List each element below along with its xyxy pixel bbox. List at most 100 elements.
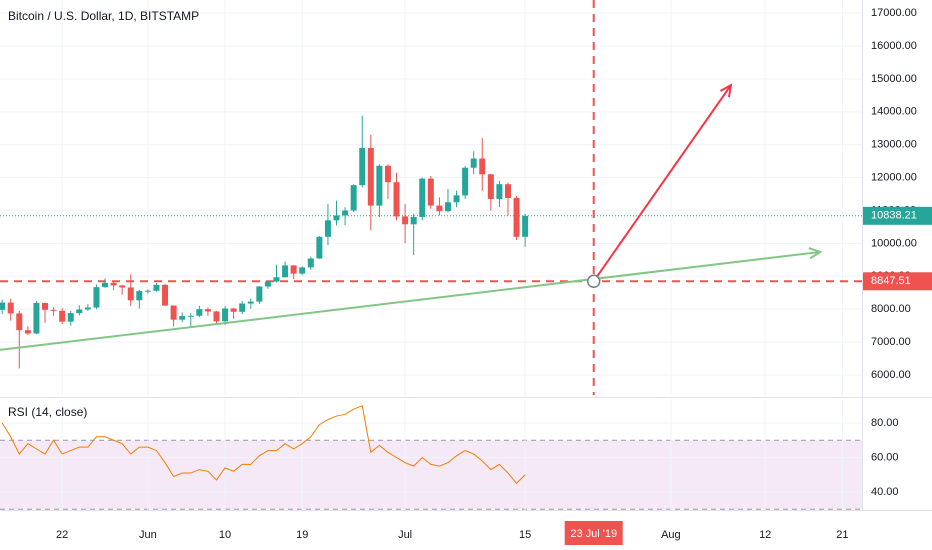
candle-body xyxy=(264,281,271,287)
candle-body xyxy=(402,216,409,225)
level-price-label: 8847.51 xyxy=(871,275,911,287)
candle-body xyxy=(179,316,186,320)
y-tick-label: 15000.00 xyxy=(871,73,917,85)
candle-body xyxy=(376,165,383,206)
candle-body xyxy=(444,202,451,212)
x-tick-label: Jun xyxy=(139,529,157,541)
rsi-line xyxy=(1,405,526,485)
candle-body xyxy=(410,217,417,225)
candle-body xyxy=(453,195,460,203)
candle-body xyxy=(419,178,426,218)
x-tick-label: 22 xyxy=(56,529,68,541)
y-tick-label: 60.00 xyxy=(871,451,899,463)
y-tick-label: 12000.00 xyxy=(871,172,917,184)
candle-body xyxy=(522,215,529,237)
candle-body xyxy=(427,178,434,206)
candle-body xyxy=(239,303,246,312)
candle-body xyxy=(479,158,486,175)
candle-body xyxy=(504,184,511,198)
candle-body xyxy=(350,185,357,211)
y-tick-label: 8000.00 xyxy=(871,303,911,315)
x-tick-label: 19 xyxy=(296,529,308,541)
candle-body xyxy=(307,258,314,268)
candle-body xyxy=(16,313,23,331)
candle-body xyxy=(470,158,477,168)
candle-body xyxy=(247,301,254,304)
candle-body xyxy=(393,182,400,217)
candle-body xyxy=(230,308,237,312)
candle-body xyxy=(299,267,306,274)
candle-body xyxy=(84,307,91,310)
candle-body xyxy=(316,236,323,259)
candle-body xyxy=(256,286,263,302)
candle-body xyxy=(136,291,143,301)
candle-body xyxy=(282,265,289,278)
candle-body xyxy=(7,302,14,314)
arrow-head xyxy=(808,247,823,260)
candle-body xyxy=(187,315,194,317)
anchor-point xyxy=(586,274,601,289)
candle-body xyxy=(42,302,49,310)
level-price-box xyxy=(863,272,932,291)
candle-body xyxy=(0,302,6,310)
rsi-band xyxy=(0,440,862,510)
candle-body xyxy=(342,210,349,216)
candle-body xyxy=(496,184,503,199)
candle-body xyxy=(462,167,469,196)
chart-title: Bitcoin / U.S. Dollar, 1D, BITSTAMP xyxy=(8,9,199,23)
y-tick-label: 17000.00 xyxy=(871,7,917,19)
candle-body xyxy=(153,284,160,291)
last-price-label: 10838.21 xyxy=(871,210,917,222)
arrow-head xyxy=(719,83,733,98)
candle-body xyxy=(102,282,109,288)
candle-body xyxy=(324,220,331,237)
candle-body xyxy=(359,148,366,186)
x-tick-label: 12 xyxy=(759,529,771,541)
candle-body xyxy=(204,309,211,312)
candle-body xyxy=(213,311,220,322)
candle-body xyxy=(67,313,74,322)
x-tick-label: Aug xyxy=(661,529,681,541)
candle-body xyxy=(170,305,177,320)
y-tick-label: 6000.00 xyxy=(871,369,911,381)
vline-date-label: 23 Jul '19 xyxy=(570,528,617,540)
candle-body xyxy=(384,165,391,183)
candle-body xyxy=(273,277,280,282)
vline-date-box xyxy=(564,521,623,545)
candle-body xyxy=(513,197,520,237)
candle-body xyxy=(144,290,151,292)
candle-body xyxy=(333,215,340,221)
candle-body xyxy=(367,148,374,206)
candle-body xyxy=(222,308,229,322)
candle-body xyxy=(436,205,443,212)
candle-body xyxy=(196,309,203,316)
last-price-box xyxy=(863,206,932,225)
rsi-title: RSI (14, close) xyxy=(8,405,87,419)
candle-body xyxy=(290,265,297,274)
trend-line xyxy=(592,84,732,282)
y-tick-label: 14000.00 xyxy=(871,106,917,118)
candle-body xyxy=(33,302,40,334)
x-tick-label: Jul xyxy=(398,529,412,541)
x-tick-label: 15 xyxy=(519,529,531,541)
candle-body xyxy=(76,309,83,314)
candle-body xyxy=(119,285,126,288)
y-tick-label: 40.00 xyxy=(871,486,899,498)
candle-body xyxy=(24,330,31,334)
candle-body xyxy=(127,287,134,301)
candle-body xyxy=(487,174,494,199)
candle-body xyxy=(110,282,117,286)
x-tick-label: 10 xyxy=(219,529,231,541)
y-tick-label: 80.00 xyxy=(871,417,899,429)
y-tick-label: 7000.00 xyxy=(871,336,911,348)
y-tick-label: 13000.00 xyxy=(871,139,917,151)
candle-body xyxy=(50,309,57,311)
candle-body xyxy=(93,287,100,308)
y-tick-label: 10000.00 xyxy=(871,237,917,249)
y-tick-label: 16000.00 xyxy=(871,40,917,52)
x-tick-label: 21 xyxy=(836,529,848,541)
candle-body xyxy=(162,284,169,306)
candle-body xyxy=(59,310,66,322)
